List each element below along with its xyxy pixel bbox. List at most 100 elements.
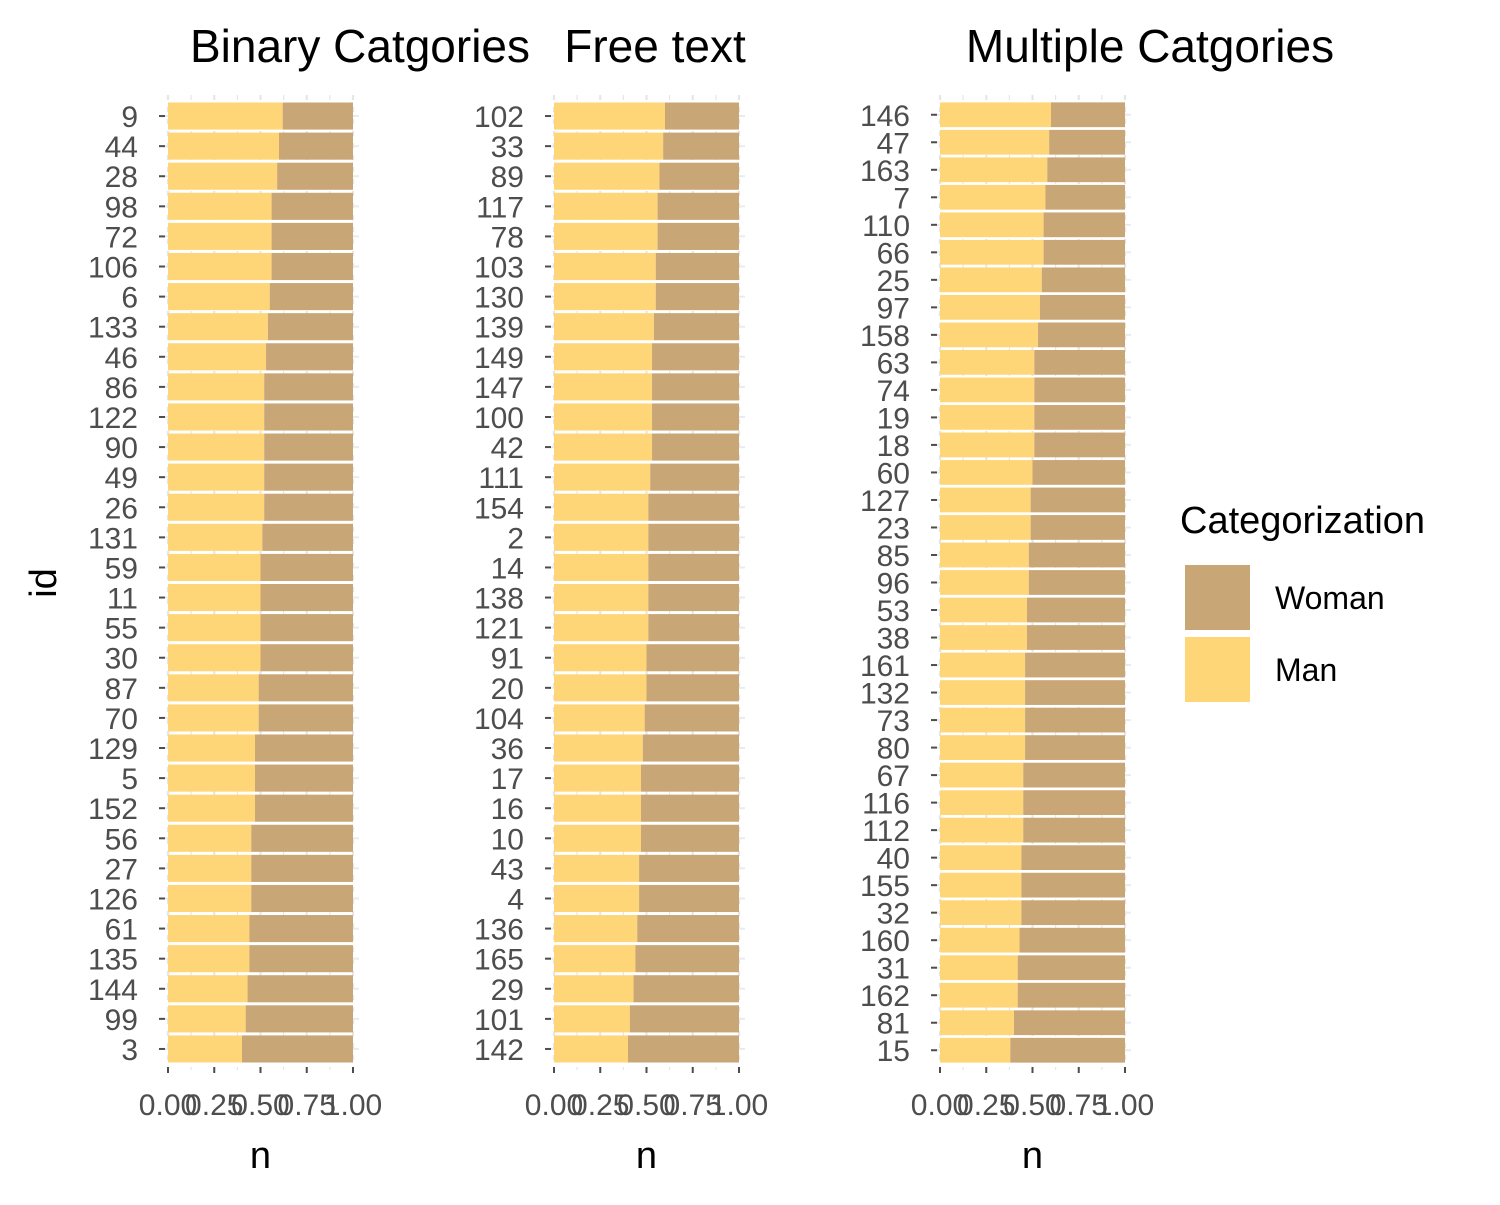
bar-segment-man — [168, 975, 248, 1003]
bar-segment-woman — [251, 854, 353, 882]
bar-segment-man — [554, 704, 645, 732]
y-tick-label: 16 — [491, 793, 524, 826]
bar-segment-woman — [640, 764, 739, 792]
bar-segment-woman — [260, 644, 353, 672]
y-tick-label: 31 — [877, 953, 910, 986]
y-tick-label: 154 — [474, 492, 524, 525]
y-tick-label: 47 — [877, 127, 910, 160]
bar-segment-woman — [652, 433, 739, 461]
bar-segment-woman — [1023, 790, 1125, 815]
bar-segment-woman — [1045, 184, 1125, 210]
y-tick-label: 19 — [877, 402, 910, 435]
y-tick-label: 4 — [507, 883, 524, 916]
bar-segment-woman — [247, 975, 353, 1003]
y-tick-label: 155 — [860, 870, 910, 903]
bar-segment-man — [940, 927, 1020, 953]
y-tick-label: 66 — [877, 237, 910, 270]
y-tick-label: 63 — [877, 347, 910, 380]
bar-segment-man — [168, 373, 265, 401]
bar-segment-woman — [1019, 927, 1125, 953]
bar-segment-man — [554, 102, 665, 130]
bar-segment-man — [168, 433, 265, 461]
bar-segment-man — [554, 884, 640, 913]
y-tick-label: 127 — [860, 485, 910, 518]
bar-segment-woman — [657, 222, 739, 250]
bar-segment-man — [554, 1035, 628, 1063]
y-tick-label: 142 — [474, 1034, 524, 1067]
bar-segment-woman — [652, 373, 739, 401]
bar-segment-man — [554, 433, 653, 461]
y-tick-label: 44 — [105, 131, 138, 164]
y-tick-label: 43 — [491, 853, 524, 886]
x-tick-label: 0.25 — [571, 1089, 629, 1122]
bar-segment-man — [168, 192, 272, 220]
bar-segment-woman — [1025, 707, 1125, 733]
bar-segment-man — [168, 794, 255, 822]
bar-segment-man — [940, 1037, 1011, 1063]
bar-segment-man — [168, 343, 267, 371]
bar-segment-man — [554, 403, 653, 431]
bar-segment-woman — [657, 192, 739, 220]
y-tick-label: 146 — [860, 100, 910, 133]
bar-segment-man — [554, 463, 651, 491]
bar-segment-woman — [1028, 542, 1125, 568]
bar-segment-man — [554, 644, 647, 672]
bar-segment-man — [168, 1005, 246, 1033]
bar-segment-woman — [1025, 680, 1125, 705]
y-tick-label: 112 — [862, 815, 910, 848]
y-tick-label: 163 — [860, 155, 910, 188]
x-tick-label: 0.50 — [231, 1089, 289, 1122]
bar-segment-woman — [1034, 405, 1125, 430]
y-tick-label: 38 — [877, 623, 910, 656]
bar-segment-man — [168, 884, 252, 913]
bar-segment-woman — [260, 614, 353, 642]
bar-segment-woman — [1025, 735, 1125, 760]
y-tick-label: 61 — [105, 914, 138, 947]
bar-segment-woman — [264, 463, 353, 491]
bar-segment-woman — [644, 704, 739, 732]
bar-segment-man — [940, 515, 1031, 540]
bar-segment-woman — [264, 493, 353, 521]
bar-segment-man — [554, 373, 653, 401]
bar-segment-man — [940, 762, 1024, 788]
bar-segment-woman — [663, 132, 739, 160]
bar-segment-woman — [1034, 350, 1125, 375]
bar-segment-man — [168, 313, 268, 341]
bar-segment-woman — [1038, 322, 1125, 348]
bar-segment-man — [168, 162, 278, 190]
y-tick-label: 116 — [862, 788, 910, 821]
bar-segment-man — [554, 764, 641, 792]
bar-segment-man — [940, 680, 1026, 705]
bar-segment-woman — [650, 463, 739, 491]
panel-title: Free text — [564, 20, 746, 72]
y-tick-label: 10 — [491, 823, 524, 856]
bar-segment-woman — [264, 403, 353, 431]
y-tick-label: 149 — [474, 342, 524, 375]
bar-segment-man — [940, 129, 1050, 155]
bar-segment-man — [168, 584, 261, 612]
bar-segment-woman — [648, 493, 739, 521]
bar-segment-woman — [1017, 982, 1125, 1008]
bar-segment-woman — [1032, 460, 1125, 485]
y-tick-label: 133 — [88, 312, 138, 345]
y-tick-label: 135 — [88, 944, 138, 977]
bar-segment-woman — [1051, 102, 1125, 128]
bar-segment-woman — [1017, 955, 1125, 981]
bar-segment-man — [940, 102, 1051, 128]
bar-segment-woman — [655, 283, 739, 311]
y-tick-label: 11 — [107, 583, 138, 616]
bar-segment-man — [554, 162, 660, 190]
bar-segment-man — [168, 734, 255, 762]
bar-segment-woman — [245, 1005, 353, 1033]
bar-segment-woman — [1010, 1037, 1125, 1063]
y-tick-label: 104 — [474, 703, 524, 736]
bar-segment-man — [940, 267, 1042, 293]
bar-segment-woman — [1021, 872, 1125, 898]
bar-segment-man — [940, 817, 1024, 843]
bar-segment-man — [168, 553, 261, 581]
bar-segment-woman — [279, 132, 353, 160]
x-tick-label: 0.25 — [957, 1089, 1015, 1122]
y-tick-label: 81 — [877, 1008, 910, 1041]
bar-segment-woman — [652, 403, 739, 431]
